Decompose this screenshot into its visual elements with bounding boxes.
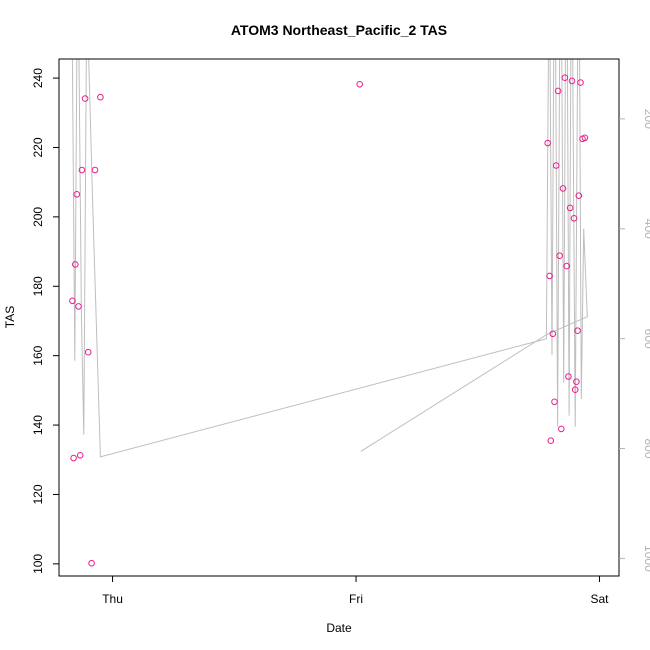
plot-frame	[58, 58, 620, 577]
data-point	[72, 261, 79, 268]
data-point	[84, 348, 92, 356]
data-point	[581, 134, 589, 142]
y-tick-label: 200	[31, 207, 45, 227]
data-point	[549, 330, 557, 338]
y-tick-label: 120	[31, 484, 45, 504]
data-point	[558, 425, 565, 433]
y-axis: 100 120 140 160 180 200 220 240	[31, 68, 59, 574]
right-axis: 200 400 600 800 1000	[619, 109, 650, 572]
data-point	[73, 191, 81, 198]
data-point	[565, 373, 572, 380]
data-point	[577, 79, 584, 86]
y-tick-label: 180	[31, 276, 45, 296]
y-axis-label: TAS	[3, 306, 17, 328]
data-point	[547, 437, 555, 445]
data-point	[575, 192, 583, 199]
right-tick-label: 400	[642, 219, 650, 239]
data-point	[563, 262, 571, 270]
data-point	[556, 252, 563, 259]
y-tick-label: 240	[31, 68, 45, 88]
x-axis-label: Date	[326, 621, 352, 635]
data-point	[76, 452, 84, 459]
data-point	[570, 215, 578, 222]
data-point	[566, 204, 574, 212]
data-point	[568, 77, 576, 85]
y-tick-label: 160	[31, 345, 45, 365]
data-point	[544, 139, 552, 147]
x-tick-label: Sat	[591, 592, 610, 606]
data-point	[546, 272, 553, 280]
data-point	[88, 559, 95, 567]
data-point	[559, 185, 567, 192]
data-point	[91, 166, 99, 174]
x-axis: Thu Fri Sat	[102, 576, 609, 606]
data-point	[552, 162, 560, 169]
series-line	[71, 58, 588, 458]
data-point	[356, 81, 364, 88]
right-tick-label: 800	[642, 438, 650, 458]
y-tick-label: 220	[31, 137, 45, 157]
y-tick-label: 140	[31, 415, 45, 435]
data-point	[78, 166, 86, 174]
data-point	[69, 297, 76, 305]
data-point	[97, 93, 104, 101]
data-point	[81, 95, 89, 102]
right-tick-label: 200	[642, 109, 650, 129]
right-tick-label: 600	[642, 329, 650, 349]
data-point	[70, 454, 77, 462]
x-tick-label: Fri	[349, 592, 363, 606]
data-point	[75, 303, 82, 310]
data-point	[573, 378, 580, 386]
data-point	[561, 74, 569, 81]
right-tick-label: 1000	[642, 545, 650, 572]
data-point	[571, 386, 579, 394]
y-tick-label: 100	[31, 554, 45, 574]
x-tick-label: Thu	[102, 592, 123, 606]
chart-title: ATOM3 Northeast_Pacific_2 TAS	[231, 22, 447, 38]
data-point	[554, 87, 562, 95]
data-point	[551, 398, 558, 406]
plot-area	[69, 58, 589, 567]
data-point	[574, 327, 581, 335]
